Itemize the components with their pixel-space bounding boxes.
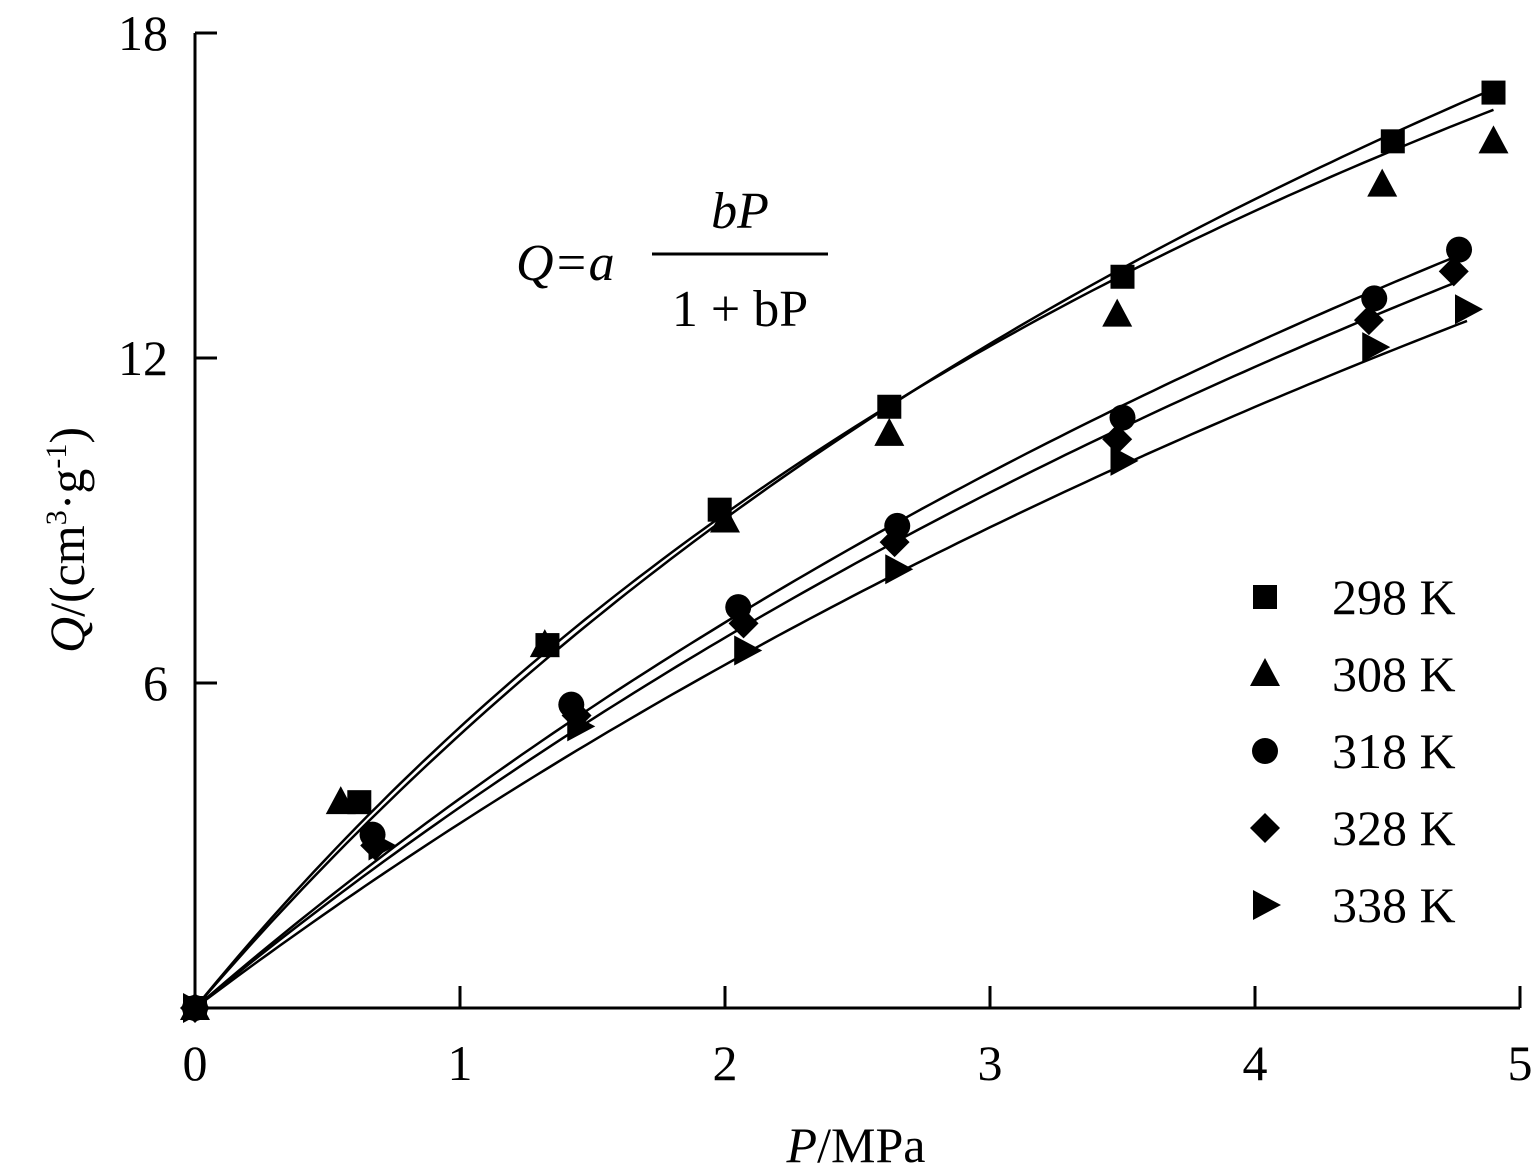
legend-item: 338 K [1253,877,1456,933]
x-axis-label: P/MPa [786,1117,926,1173]
equation-numerator: bP [711,183,769,240]
data-point [728,608,759,639]
y-axis: 6 12 18 [118,5,217,1008]
legend: 298 K 308 K 318 K 328 K 338 K [1250,569,1456,933]
data-point [1367,168,1398,197]
legend-marker [1250,658,1280,686]
data-point [1446,236,1473,263]
x-axis-unit: /MPa [817,1117,925,1173]
x-tick-label: 5 [1508,1035,1533,1091]
legend-item: 308 K [1250,646,1456,702]
legend-marker [1253,890,1281,920]
data-point [1110,445,1139,476]
x-axis: 0 1 2 3 4 5 [183,986,1533,1091]
legend-item: 328 K [1250,800,1456,856]
y-axis-symbol: Q [39,617,95,653]
legend-item: 298 K [1253,569,1456,625]
legend-marker [1253,585,1277,609]
data-point [1455,294,1483,325]
data-markers [180,80,1509,1023]
data-point [1102,424,1133,455]
legend-label: 338 K [1332,877,1456,933]
data-point [325,786,356,815]
legend-label: 308 K [1332,646,1456,702]
data-point [368,830,397,861]
data-point [1481,80,1506,105]
x-tick-label: 4 [1243,1035,1268,1091]
data-point [529,629,560,658]
y-axis-sup-neg1: -1 [40,444,73,469]
y-tick-label: 12 [118,330,168,386]
data-point [1353,305,1384,336]
x-axis-symbol: P [786,1117,818,1173]
data-point [710,504,740,533]
x-ticks: 0 1 2 3 4 5 [183,986,1533,1091]
legend-item: 318 K [1252,723,1456,779]
y-tick-label: 18 [118,5,168,61]
data-point [1110,264,1135,289]
y-axis-unit-post: ) [39,427,95,444]
fit-curve-318-k [194,254,1460,1009]
x-tick-label: 2 [713,1035,738,1091]
data-point [874,417,905,446]
legend-label: 318 K [1332,723,1456,779]
data-point [734,635,763,666]
legend-label: 298 K [1332,569,1456,625]
fit-curve-298-k [194,87,1494,1009]
series-328-k [180,256,1469,1023]
data-point [1361,285,1388,312]
y-axis-label: Q/(cm3·g-1) [39,427,95,653]
data-point [1362,332,1391,363]
x-tick-label: 3 [978,1035,1003,1091]
data-point [879,527,910,558]
y-axis-sup-3: 3 [40,510,73,525]
data-point [567,711,596,742]
series-298-k [183,80,1506,1020]
langmuir-equation: Q=a bP 1 + bP [516,183,828,338]
data-point [1438,256,1469,287]
x-tick-label: 0 [183,1035,208,1091]
legend-marker [1252,738,1278,764]
y-axis-unit-pre: /(cm [39,525,95,617]
data-point [1102,298,1133,327]
y-axis-unit-mid: ·g [39,469,95,511]
series-308-k [180,125,1509,1020]
data-point [885,554,914,585]
data-point [1109,404,1136,431]
x-tick-label: 1 [448,1035,473,1091]
fit-curve-328-k [194,282,1455,1009]
y-tick-label: 6 [143,655,168,711]
series-338-k [183,294,1483,1023]
data-point [1380,129,1405,154]
equation-lhs: Q=a [516,235,615,292]
y-ticks: 6 12 18 [118,5,217,711]
legend-label: 328 K [1332,800,1456,856]
legend-marker [1250,813,1280,843]
fit-curve-338-k [194,319,1468,1009]
data-point [877,394,902,419]
data-point [1478,125,1509,154]
fit-curves [194,87,1494,1009]
fit-curve-308-k [194,108,1494,1009]
equation-denominator: 1 + bP [672,281,808,338]
series-318-k [182,236,1473,1021]
